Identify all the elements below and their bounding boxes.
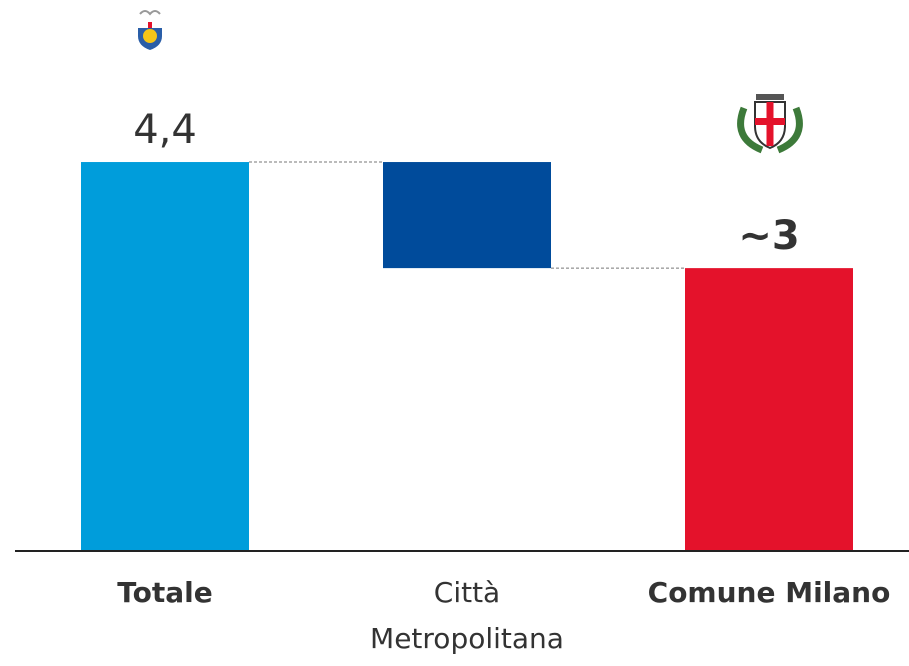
city-emblem (737, 94, 803, 154)
x-tick-label: Comune Milano (647, 576, 891, 609)
x-tick-label: Totale (117, 576, 213, 609)
bar (81, 162, 249, 552)
x-tick-label: Città Metropolitana (370, 576, 564, 655)
bar (383, 162, 551, 269)
bar (685, 268, 853, 551)
value-label: 4,4 (133, 107, 197, 153)
value-label: ~3 (738, 213, 799, 259)
province-emblem (138, 10, 162, 50)
